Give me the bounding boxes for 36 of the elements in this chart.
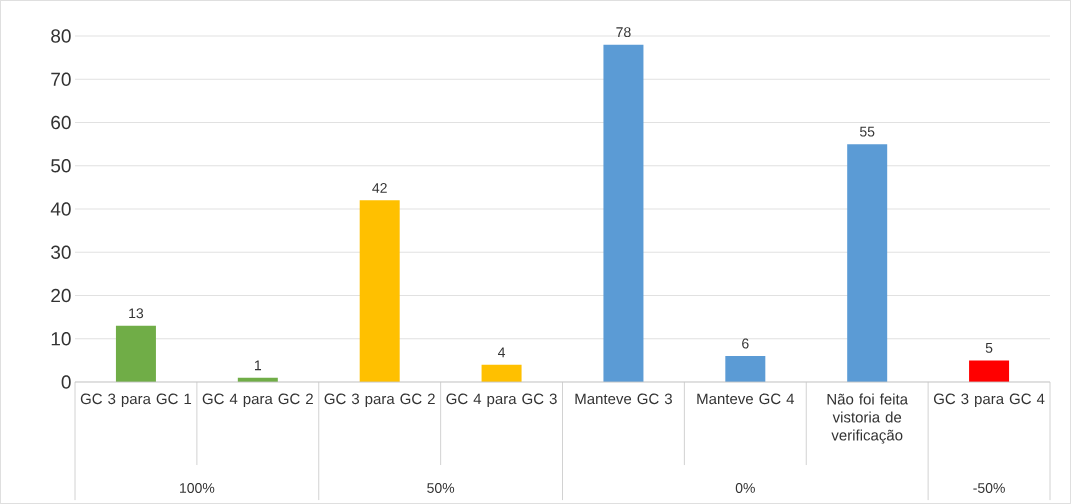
data-label: 78 — [616, 27, 631, 38]
bar — [115, 325, 156, 382]
bar — [969, 360, 1010, 382]
y-tick-label: 0 — [61, 375, 71, 389]
data-label: 55 — [859, 126, 875, 137]
y-tick-label: 30 — [51, 245, 71, 259]
y-tick-label: 10 — [51, 332, 71, 346]
x-tick-label: GC 3 para GC 1 — [80, 393, 192, 408]
x-tick-label: Manteve GC 4 — [697, 393, 795, 405]
bar — [359, 200, 400, 382]
data-label: 1 — [254, 360, 262, 371]
y-tick-label: 50 — [51, 159, 71, 173]
x-tick-label: GC 4 para GC 2 — [202, 393, 313, 408]
x-tick-label: Não foi feita vistoria de verificação — [827, 393, 909, 444]
data-label: 4 — [497, 347, 506, 358]
data-label: 13 — [129, 308, 144, 319]
y-tick-label: 80 — [51, 29, 71, 43]
x-tick-label: GC 3 para GC 4 — [933, 393, 1045, 408]
y-tick-label: 40 — [50, 202, 71, 216]
x-tick-label: GC 3 para GC 2 — [324, 393, 435, 408]
bar — [481, 364, 522, 382]
y-tick-label: 60 — [51, 115, 71, 130]
bar — [603, 44, 644, 382]
y-tick-label: 70 — [51, 72, 71, 86]
data-label: 5 — [985, 343, 993, 353]
text: 0% — [735, 483, 755, 493]
x-tick-label: Manteve GC 3 — [575, 393, 672, 405]
text: 50% — [427, 483, 455, 493]
text: 100% — [180, 483, 215, 493]
x-tick-label: GC 4 para GC 3 — [446, 393, 557, 408]
bar — [725, 356, 766, 382]
data-label: 6 — [742, 338, 749, 349]
bar — [847, 144, 888, 382]
y-tick-label: 20 — [51, 288, 71, 303]
text: -50% — [973, 483, 1005, 493]
data-label: 42 — [372, 183, 387, 193]
